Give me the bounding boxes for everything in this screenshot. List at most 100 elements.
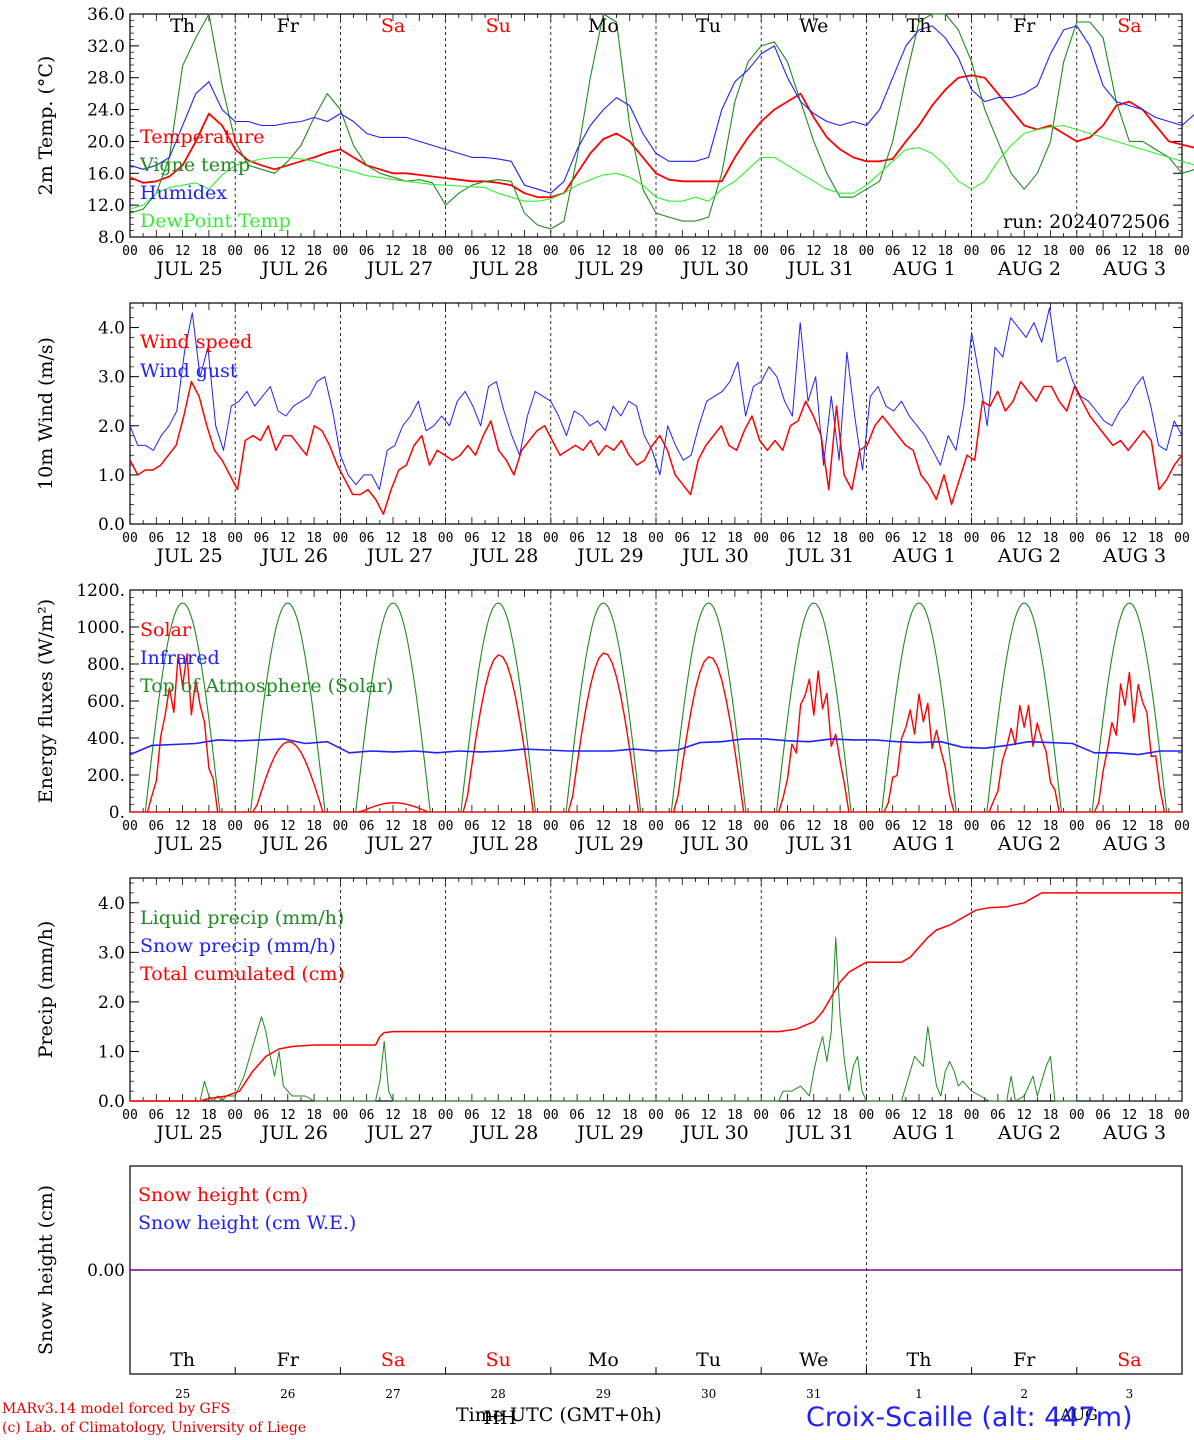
day-number-label: 27: [385, 1387, 400, 1401]
precip-hour-label: 06: [780, 1108, 796, 1123]
energy-hour-label: 06: [885, 819, 901, 834]
temp-hour-label: 18: [727, 244, 743, 259]
precip-date-label: JUL 30: [680, 1122, 748, 1144]
precip-hour-label: 12: [1122, 1108, 1138, 1123]
temp-weekday-label: Mo: [588, 15, 619, 37]
temp-hour-label: 06: [990, 244, 1006, 259]
wind-date-label: JUL 25: [154, 545, 222, 567]
solar-line: [357, 802, 429, 813]
precip-ylabel: Precip (mm/h): [35, 921, 57, 1059]
temp-date-label: AUG 2: [997, 258, 1061, 280]
wind-legend-entry: Wind speed: [140, 331, 252, 353]
wind-date-label: AUG 1: [892, 545, 956, 567]
temp-ytick-label: 20.0: [87, 132, 125, 152]
solar-line: [146, 653, 219, 813]
day-number-label: 29: [596, 1387, 611, 1401]
precip-hour-label: 12: [385, 1108, 401, 1123]
wind-hour-label: 18: [517, 531, 533, 546]
temp-weekday-label: Fr: [277, 15, 300, 37]
temp-hour-label: 12: [701, 244, 717, 259]
temp-ytick-label: 8.0: [98, 228, 125, 248]
energy-ytick-label: 800.: [87, 655, 125, 675]
energy-legend-entry: Top of Atmosphere (Solar): [140, 675, 393, 697]
temp-hour-label: 12: [385, 244, 401, 259]
wind-hour-label: 00: [1174, 531, 1190, 546]
temp-legend-entry: Temperature: [140, 126, 264, 148]
precip-date-label: JUL 28: [470, 1122, 538, 1144]
energy-date-label: JUL 26: [260, 833, 328, 855]
precip-hour-label: 12: [280, 1108, 296, 1123]
wind-hour-label: 18: [937, 531, 953, 546]
energy-hour-label: 18: [622, 819, 638, 834]
precip-hour-label: 18: [1148, 1108, 1164, 1123]
precip-hour-label: 12: [175, 1108, 191, 1123]
precip-series-line: [130, 892, 1182, 1102]
temp-hour-label: 00: [1174, 244, 1190, 259]
temp-weekday-label: Th: [907, 15, 932, 37]
energy-date-label: JUL 28: [470, 833, 538, 855]
temp-ytick-label: 32.0: [87, 37, 125, 57]
temp-hour-label: 18: [937, 244, 953, 259]
precip-date-label: JUL 25: [154, 1122, 222, 1144]
temp-ytick-label: 16.0: [87, 164, 125, 184]
temp-date-label: JUL 26: [260, 258, 328, 280]
temp-hour-label: 12: [1016, 244, 1032, 259]
toa-solar-line: [458, 602, 538, 813]
temp-hour-label: 06: [569, 244, 585, 259]
energy-hour-label: 18: [201, 819, 217, 834]
energy-date-label: JUL 29: [575, 833, 643, 855]
temp-hour-label: 00: [964, 244, 980, 259]
temp-hour-label: 18: [832, 244, 848, 259]
wind-hour-label: 06: [1095, 531, 1111, 546]
temp-date-label: JUL 27: [365, 258, 433, 280]
solar-line: [672, 656, 745, 813]
wind-hour-label: 12: [596, 531, 612, 546]
precip-hour-label: 06: [885, 1108, 901, 1123]
energy-hour-label: 12: [490, 819, 506, 834]
temp-weekday-label: Th: [170, 15, 195, 37]
wind-ytick-label: 4.0: [98, 319, 125, 339]
snow-weekday-label: Th: [170, 1349, 195, 1371]
temp-hour-label: 06: [254, 244, 270, 259]
energy-hour-label: 18: [937, 819, 953, 834]
precip-hour-label: 12: [596, 1108, 612, 1123]
precip-hour-label: 06: [569, 1108, 585, 1123]
precip-hour-label: 18: [517, 1108, 533, 1123]
precip-legend-entry: Snow precip (mm/h): [140, 935, 336, 957]
energy-hour-label: 00: [333, 819, 349, 834]
energy-hour-label: 06: [1095, 819, 1111, 834]
wind-ylabel: 10m Wind (m/s): [35, 337, 57, 490]
day-number-label: 25: [175, 1387, 190, 1401]
precip-hour-label: 18: [1043, 1108, 1059, 1123]
temp-hour-label: 06: [148, 244, 164, 259]
snow-weekday-label: Mo: [588, 1349, 619, 1371]
energy-date-label: AUG 2: [997, 833, 1061, 855]
wind-date-label: JUL 28: [470, 545, 538, 567]
precip-legend-entry: Liquid precip (mm/h): [140, 907, 344, 929]
snow-weekday-label: Su: [486, 1349, 511, 1371]
footer-credits: MARv3.14 model forced by GFS (c) Lab. of…: [2, 1400, 306, 1438]
time-axis-label: Time UTC (GMT+0h): [456, 1404, 662, 1426]
energy-ytick-label: 0.: [109, 803, 125, 823]
toa-solar-line: [774, 602, 854, 813]
precip-hour-label: 06: [1095, 1108, 1111, 1123]
wind-hour-label: 18: [1148, 531, 1164, 546]
energy-hour-label: 00: [122, 819, 138, 834]
precip-hour-label: 06: [990, 1108, 1006, 1123]
precip-hour-label: 00: [859, 1108, 875, 1123]
temp-hour-label: 00: [227, 244, 243, 259]
wind-hour-label: 18: [1043, 531, 1059, 546]
wind-hour-label: 12: [280, 531, 296, 546]
toa-solar-line: [669, 602, 749, 813]
snow-weekday-label: We: [799, 1349, 828, 1371]
wind-series-line: [129, 380, 1183, 515]
temp-hour-label: 18: [517, 244, 533, 259]
solar-line: [462, 654, 534, 813]
solar-line: [883, 693, 955, 813]
energy-legend-entry: Infrared: [140, 647, 220, 669]
temp-date-label: AUG 1: [892, 258, 956, 280]
precip-hour-label: 18: [411, 1108, 427, 1123]
wind-hour-label: 00: [543, 531, 559, 546]
precip-date-label: JUL 27: [365, 1122, 433, 1144]
precip-date-label: AUG 2: [997, 1122, 1061, 1144]
